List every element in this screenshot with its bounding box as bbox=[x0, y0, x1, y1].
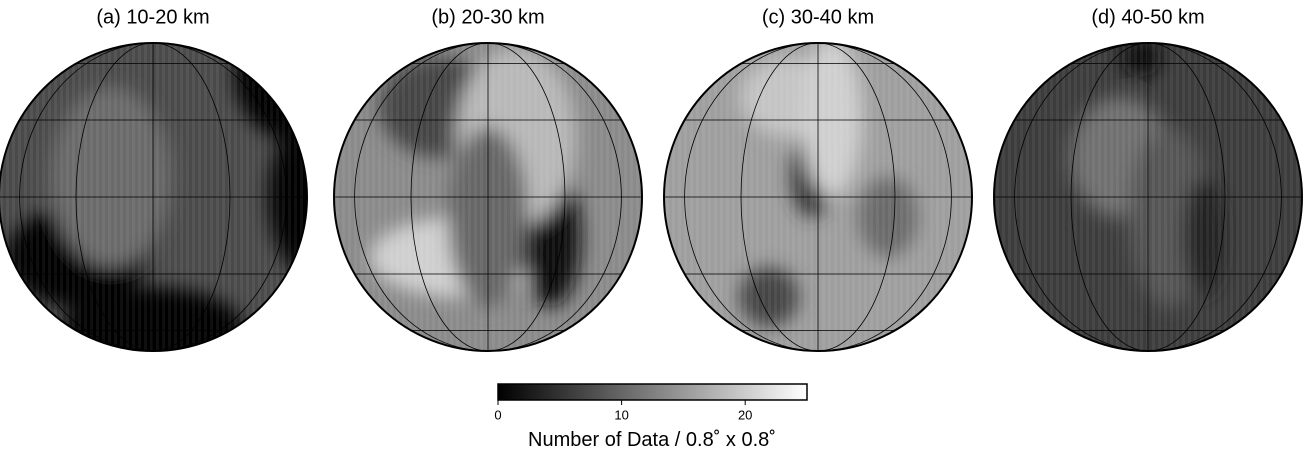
panel-title: (b) 20-30 km bbox=[431, 6, 544, 28]
globe bbox=[994, 37, 1302, 351]
colorbar-tick-label: 20 bbox=[738, 407, 752, 422]
panel-title: (a) 10-20 km bbox=[96, 6, 209, 28]
globe bbox=[664, 37, 972, 351]
colorbar-tick-label: 0 bbox=[494, 407, 501, 422]
panel-title: (d) 40-50 km bbox=[1091, 6, 1204, 28]
colorbar bbox=[498, 384, 807, 400]
colorbar-tick-label: 10 bbox=[614, 407, 628, 422]
panel-title: (c) 30-40 km bbox=[762, 6, 874, 28]
colorbar-label: Number of Data / 0.8˚ x 0.8˚ bbox=[528, 429, 776, 451]
globe bbox=[334, 43, 642, 351]
figure: 0 10 20 Number of Data / 0.8˚ x 0.8˚ (a) 1… bbox=[0, 0, 1305, 461]
